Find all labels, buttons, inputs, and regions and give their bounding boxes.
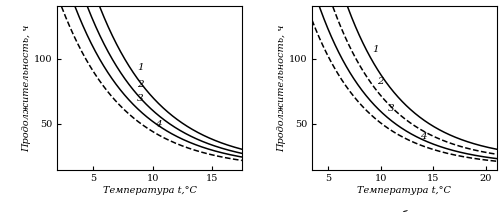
X-axis label: Температура t,°C: Температура t,°C <box>103 186 197 195</box>
Y-axis label: Продолжительность, ч: Продолжительность, ч <box>22 24 31 152</box>
Text: 4: 4 <box>155 120 162 129</box>
Text: 3: 3 <box>388 105 395 113</box>
Text: 2: 2 <box>137 80 144 89</box>
Text: 4: 4 <box>420 132 426 141</box>
Text: 1: 1 <box>372 45 379 54</box>
Text: 2: 2 <box>377 77 384 86</box>
Text: 1: 1 <box>137 63 144 72</box>
Y-axis label: Продолжительность, ч: Продолжительность, ч <box>277 24 286 152</box>
X-axis label: Температура t,°C: Температура t,°C <box>357 186 451 195</box>
Text: а: а <box>146 211 153 212</box>
Text: б: б <box>401 211 408 212</box>
Text: 3: 3 <box>137 94 144 103</box>
